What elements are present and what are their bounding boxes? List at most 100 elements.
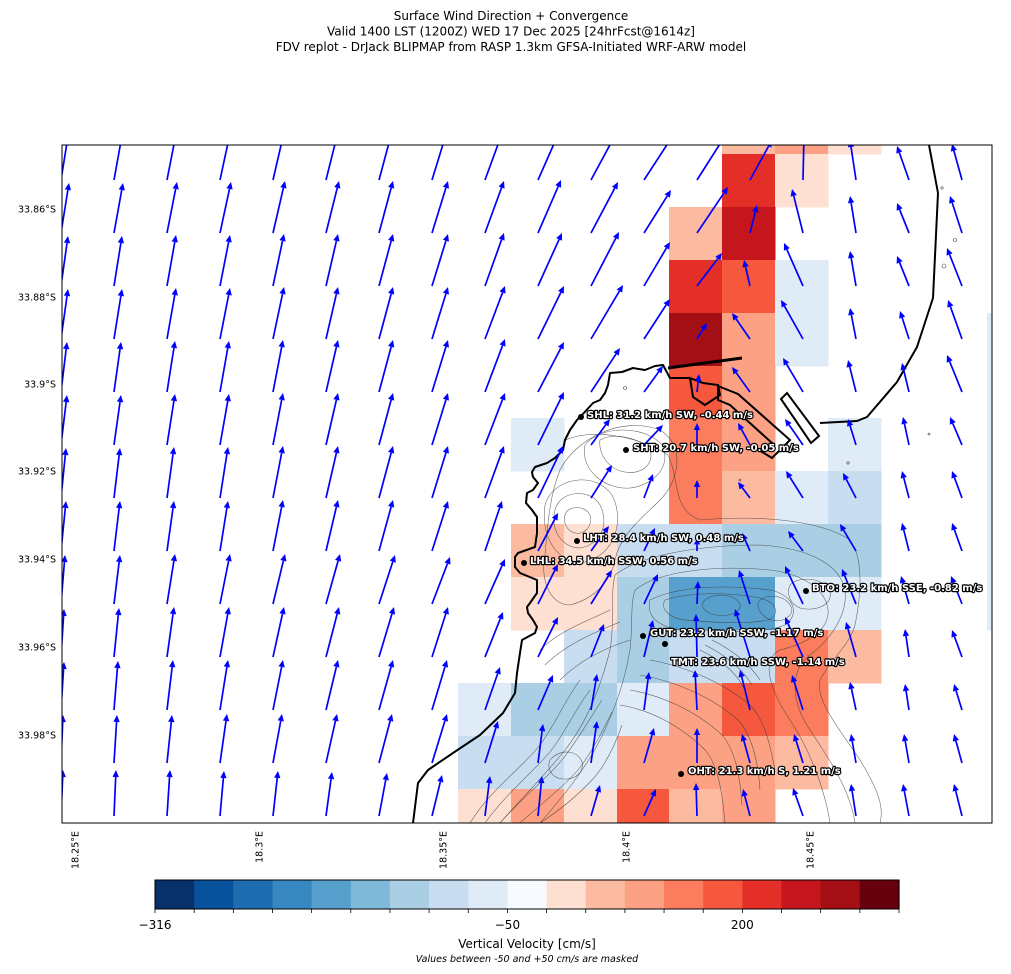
wind-arrow-head-icon xyxy=(172,182,179,190)
wind-arrow xyxy=(484,181,505,234)
wind-arrow-shaft xyxy=(378,506,392,552)
islet-outline xyxy=(940,186,944,190)
wind-arrow-shaft xyxy=(850,202,857,234)
wind-arrow xyxy=(166,554,178,605)
colorbar-note: Values between -50 and +50 cm/s are mask… xyxy=(416,954,639,965)
wind-arrow-shaft xyxy=(431,452,447,499)
wind-arrow xyxy=(643,728,656,764)
wind-arrow-shaft xyxy=(695,620,698,658)
station-gut[interactable]: GUT: 23.2 km/h SSW, -1.17 m/s xyxy=(640,627,825,640)
terrain-contour xyxy=(539,609,631,681)
wind-arrow-head-icon xyxy=(279,287,286,295)
wind-arrow-shaft xyxy=(325,720,337,764)
wind-arrow xyxy=(166,341,178,393)
station-marker-icon[interactable] xyxy=(521,560,527,566)
breakwater xyxy=(667,356,743,370)
station-marker-icon[interactable] xyxy=(578,414,584,420)
wind-arrow xyxy=(537,342,564,393)
wind-arrow-shaft xyxy=(744,266,751,287)
wind-arrow-head-icon xyxy=(388,287,395,295)
wind-arrow xyxy=(219,145,229,181)
station-marker-icon[interactable] xyxy=(574,538,580,544)
wind-arrow-head-icon xyxy=(556,233,563,241)
wind-arrow-shaft xyxy=(735,372,751,393)
station-marker-icon[interactable] xyxy=(662,641,668,647)
wind-arrow-head-icon xyxy=(437,775,444,783)
wind-arrow-shaft xyxy=(749,145,770,181)
islet-outline xyxy=(846,461,850,465)
wind-arrow-head-icon xyxy=(650,789,657,797)
wind-arrow xyxy=(843,473,857,499)
wind-arrow-head-icon xyxy=(848,251,855,259)
wind-arrow xyxy=(431,714,449,764)
station-lht[interactable]: LHT: 28.4 km/h SW, 0.48 m/s xyxy=(574,532,745,545)
wind-arrow-head-icon xyxy=(655,425,663,433)
wind-arrow xyxy=(431,607,449,658)
colorbar-swatch xyxy=(429,880,469,909)
wind-arrow-head-icon xyxy=(115,608,122,616)
wind-arrow-head-icon xyxy=(382,773,389,781)
wind-arrow xyxy=(272,340,285,393)
colorbar-swatch xyxy=(820,880,861,909)
wind-arrow-shaft xyxy=(431,563,449,605)
terrain-contour xyxy=(499,544,856,823)
station-label: GUT: 23.2 km/h SSW, -1.17 m/s xyxy=(650,628,823,639)
wind-arrow-shaft xyxy=(948,361,963,393)
station-tmt[interactable]: TMT: 23.6 km/h SSW, -1.14 m/s xyxy=(662,641,846,669)
wind-arrow-head-icon xyxy=(170,341,178,349)
wind-arrow xyxy=(693,539,701,551)
vertical-velocity-cell xyxy=(828,145,882,155)
wind-arrow-shaft xyxy=(696,587,699,605)
wind-arrow xyxy=(272,554,287,605)
wind-arrow-shaft xyxy=(484,673,499,711)
colorbar-tick-label: −316 xyxy=(139,918,172,932)
station-marker-icon[interactable] xyxy=(640,633,646,639)
wind-arrow xyxy=(113,555,123,605)
wind-arrow-shaft xyxy=(113,295,122,340)
wind-arrow-head-icon xyxy=(791,675,798,683)
station-marker-icon[interactable] xyxy=(623,447,629,453)
wind-arrow-shaft xyxy=(378,720,392,764)
wind-arrow-head-icon xyxy=(840,524,847,532)
islet-outline xyxy=(927,432,931,436)
vertical-velocity-cell xyxy=(669,313,723,367)
vertical-velocity-cell xyxy=(669,207,723,261)
wind-arrow xyxy=(484,446,505,499)
wind-arrow xyxy=(693,728,701,763)
wind-arrow-head-icon xyxy=(222,714,230,722)
wind-arrow-head-icon xyxy=(896,146,903,154)
map-plot-area[interactable]: SHL: 31.2 km/h SW, -0.44 m/s SHT: 20.7 km… xyxy=(59,101,1011,843)
vertical-velocity-cell xyxy=(987,577,992,631)
wind-arrow-head-icon xyxy=(225,235,232,243)
station-lhl[interactable]: LHL: 34.5 km/h SSW, 0.56 m/s xyxy=(521,555,699,568)
wind-arrow-head-icon xyxy=(65,130,71,137)
wind-arrow xyxy=(484,501,503,552)
station-bto[interactable]: BTO: 23.2 km/h SSE, -0.82 m/s xyxy=(803,582,984,595)
wind-arrow xyxy=(590,419,610,446)
wind-arrow-shaft xyxy=(590,575,610,605)
wind-arrow-shaft xyxy=(850,688,857,711)
wind-arrow-head-icon xyxy=(388,234,395,242)
wind-arrow-shaft xyxy=(431,145,444,181)
wind-arrow-head-icon xyxy=(790,189,797,197)
wind-arrow-head-icon xyxy=(951,471,958,479)
wind-arrow-shaft xyxy=(903,790,910,817)
wind-arrow-head-icon xyxy=(785,566,791,574)
wind-arrow-shaft xyxy=(643,734,653,764)
wind-arrow-shaft xyxy=(219,507,228,552)
latitude-tick-label: 33.92°S xyxy=(18,467,56,478)
wind-arrow-shaft xyxy=(850,257,857,287)
wind-arrow xyxy=(784,617,804,658)
wind-arrow-shaft xyxy=(898,209,910,234)
station-shl[interactable]: SHL: 31.2 km/h SW, -0.44 m/s xyxy=(578,409,754,422)
east-coastline xyxy=(819,145,939,424)
station-marker-icon[interactable] xyxy=(803,588,809,594)
station-oht[interactable]: OHT: 21.3 km/h S, 1.21 m/s xyxy=(678,765,842,778)
wind-arrow-head-icon xyxy=(333,393,340,401)
title-line-3: FDV replot - DrJack BLIPMAP from RASP 1.… xyxy=(276,40,746,54)
station-sht[interactable]: SHT: 20.7 km/h SW, -0.05 m/s xyxy=(623,442,800,455)
vertical-velocity-cell xyxy=(987,366,992,420)
wind-arrow-shaft xyxy=(113,721,118,764)
wind-arrow-head-icon xyxy=(693,728,701,735)
station-marker-icon[interactable] xyxy=(678,771,684,777)
